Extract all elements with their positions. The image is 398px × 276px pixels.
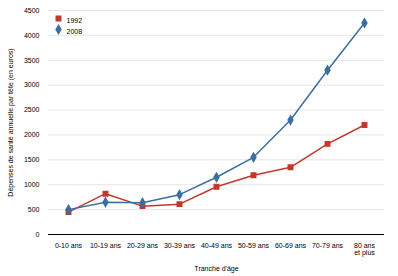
svg-text:30-39 ans: 30-39 ans [164,242,196,249]
svg-text:4000: 4000 [24,32,40,39]
svg-text:80 anset plus: 80 anset plus [354,242,376,257]
svg-text:2500: 2500 [24,106,40,113]
svg-text:1000: 1000 [24,181,40,188]
svg-text:70-79 ans: 70-79 ans [312,242,344,249]
svg-text:2000: 2000 [24,131,40,138]
svg-text:Dépenses de santé annuelle par: Dépenses de santé annuelle par tête (en … [7,48,15,196]
svg-text:0: 0 [36,231,40,238]
svg-text:1500: 1500 [24,156,40,163]
svg-text:50-59 ans: 50-59 ans [238,242,270,249]
svg-text:Tranche d'âge: Tranche d'âge [194,265,238,273]
svg-text:0-10 ans: 0-10 ans [55,242,83,249]
svg-text:4500: 4500 [24,7,40,14]
svg-text:40-49 ans: 40-49 ans [201,242,233,249]
svg-text:3500: 3500 [24,57,40,64]
svg-text:2008: 2008 [67,28,83,35]
svg-text:500: 500 [28,206,40,213]
svg-text:60-69 ans: 60-69 ans [275,242,307,249]
svg-text:10-19 ans: 10-19 ans [90,242,122,249]
svg-text:3000: 3000 [24,81,40,88]
svg-text:20-29 ans: 20-29 ans [127,242,159,249]
svg-text:1992: 1992 [67,17,83,24]
